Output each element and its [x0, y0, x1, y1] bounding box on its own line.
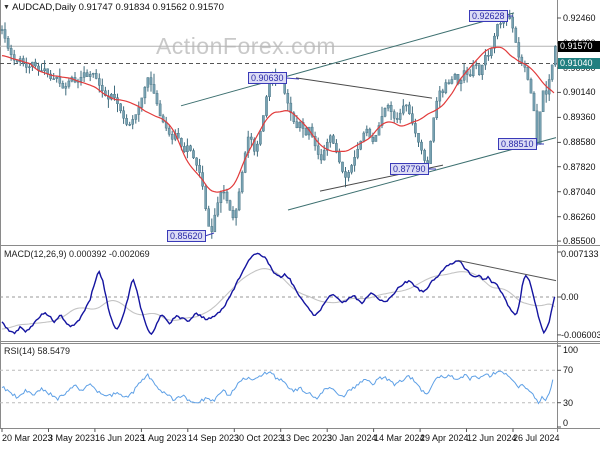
x-axis-label: 29 Apr 2024 — [420, 433, 469, 443]
x-axis-label: 1 Aug 2023 — [141, 433, 187, 443]
y-axis-label: 30 — [563, 398, 574, 408]
y-axis-label: 0.00 — [561, 292, 579, 302]
macd-layer — [0, 252, 557, 336]
x-axis-label: 14 Sep 2023 — [188, 433, 240, 443]
price-annotation: 0.92628 — [469, 10, 508, 22]
y-axis-label: 0.87820 — [563, 162, 596, 172]
y-axis-label: 0.87040 — [563, 187, 596, 197]
y-axis-label: 0.88580 — [563, 137, 596, 147]
symbol-label: AUDCAD,Daily — [12, 2, 76, 13]
y-axis-label: 0.007133 — [561, 249, 599, 259]
y-axis-label: 0 — [563, 418, 569, 428]
price-annotation: 0.90630 — [248, 72, 287, 84]
x-axis-label: 13 Dec 2023 — [281, 433, 333, 443]
x-axis-label: 20 Mar 2023 — [2, 433, 53, 443]
y-axis-label: 0.86260 — [563, 212, 596, 222]
annotation-connectors — [204, 15, 544, 237]
x-axis-label: 16 Jun 2023 — [95, 433, 145, 443]
macd-panel-label: MACD(12,26,9) 0.000392 -0.002069 — [4, 249, 150, 259]
x-axis-label: 12 Jun 2024 — [467, 433, 517, 443]
y-axis-label: 0.89360 — [563, 112, 596, 122]
y-axis-label: 0.90140 — [563, 87, 596, 97]
price-annotation: 0.85620 — [167, 230, 206, 242]
price-annotation: 0.87790 — [390, 163, 429, 175]
ma-line — [1, 46, 555, 193]
y-axis-label: 0.92460 — [563, 13, 596, 23]
x-axis-label: 3 May 2023 — [48, 433, 96, 443]
x-axis-label: 26 Jul 2024 — [513, 433, 560, 443]
chart-title: ▼ AUDCAD,Daily 0.91747 0.91834 0.91562 0… — [3, 2, 224, 13]
candles-layer — [0, 9, 557, 239]
axis-ticks — [1, 17, 561, 432]
y-axis-label: 70 — [563, 365, 574, 375]
panel-borders — [0, 0, 600, 432]
x-axis-label: 30 Jan 2024 — [327, 433, 377, 443]
bid-price-box: 0.91040 — [558, 58, 600, 69]
y-axis-label: 100 — [563, 345, 579, 355]
x-axis-label: 30 Oct 2023 — [234, 433, 284, 443]
last-price-box: 0.91570 — [558, 41, 600, 52]
trendlines — [180, 12, 557, 211]
y-axis-label: 0.85500 — [563, 236, 596, 246]
ohlc-values: 0.91747 0.91834 0.91562 0.91570 — [78, 2, 224, 13]
rsi-panel-label: RSI(14) 58.5479 — [4, 346, 71, 356]
price-annotation: 0.88510 — [498, 138, 537, 150]
y-axis-label: -0.006003 — [561, 330, 600, 340]
x-axis-label: 14 Mar 2024 — [374, 433, 425, 443]
symbol-dropdown-icon[interactable]: ▼ — [3, 4, 10, 11]
rsi-layer — [0, 369, 557, 405]
price-level-lines — [0, 45, 557, 64]
